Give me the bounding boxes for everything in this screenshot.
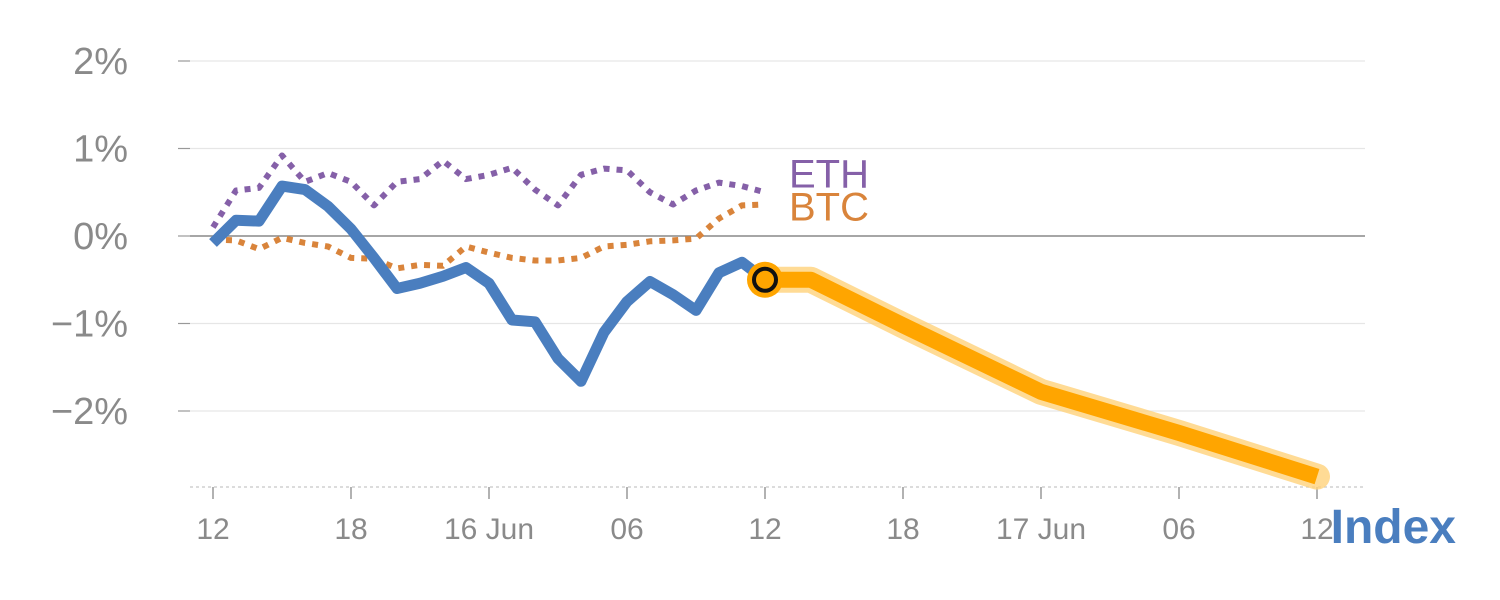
series-label-index: Index [1331, 501, 1457, 554]
y-axis: 2% 1% 0% −1% −2% [51, 41, 190, 433]
x-tick-label: 18 [886, 513, 919, 546]
current-marker [747, 261, 783, 298]
y-tick-label: −2% [51, 391, 128, 433]
x-tick-label: 06 [1162, 513, 1195, 546]
x-tick-label: 12 [196, 513, 229, 546]
x-tick-label: 06 [610, 513, 643, 546]
series-labels: ETH BTC Index [789, 152, 1456, 554]
series-line-index [209, 180, 769, 387]
x-tick-label: 12 [748, 513, 781, 546]
y-tick-label: 1% [73, 129, 128, 171]
y-tick-label: −1% [51, 304, 128, 346]
x-tick-label: 18 [334, 513, 367, 546]
series-label-btc: BTC [789, 186, 869, 230]
marker-dot [752, 266, 778, 293]
y-tick-label: 2% [73, 41, 128, 83]
series-line-eth [210, 152, 766, 229]
series-lines [209, 152, 1330, 490]
series-line-forecast [765, 271, 1320, 485]
x-tick-label: 12 [1300, 513, 1333, 546]
x-tick-label: 17 Jun [996, 513, 1086, 546]
x-axis: 12 18 16 Jun 06 12 18 17 Jun 06 12 [190, 486, 1365, 546]
series-line-btc [212, 201, 766, 272]
x-tick-label: 16 Jun [444, 513, 534, 546]
gridlines [190, 60, 1365, 412]
series-label-eth: ETH [789, 152, 869, 196]
y-tick-label: 0% [73, 216, 128, 258]
